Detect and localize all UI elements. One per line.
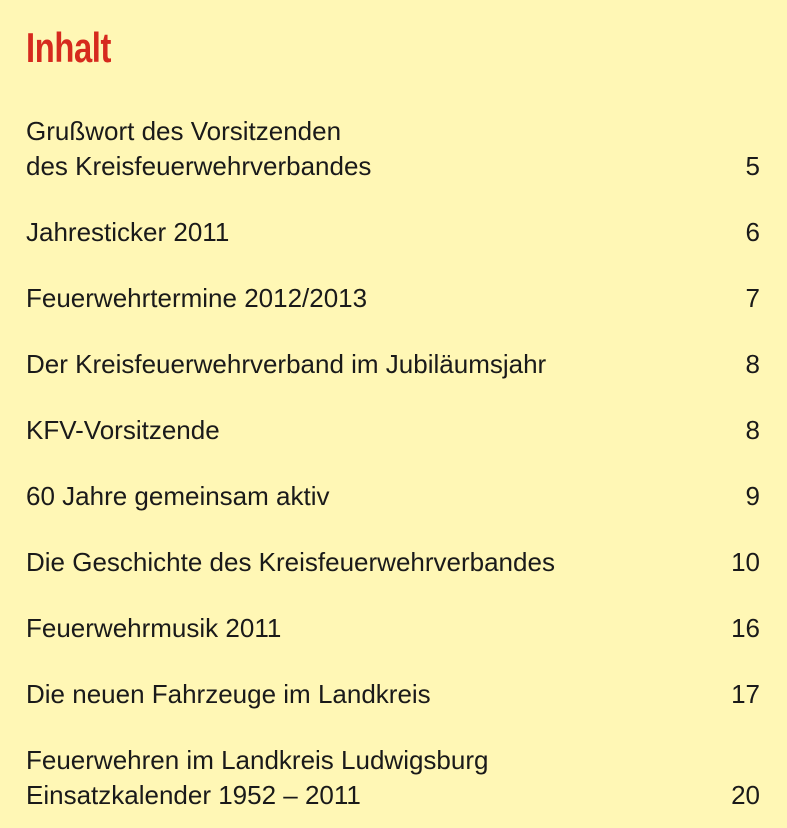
- entry-title: Einsatzkalender 1952 – 2011: [26, 780, 361, 810]
- entry-title: KFV-Vorsitzende: [26, 415, 220, 445]
- entry-title: Der Kreisfeuerwehrverband im Jubiläumsja…: [26, 349, 547, 379]
- entry-title: Jahresticker 2011: [26, 217, 230, 247]
- page-number: 16: [731, 613, 760, 643]
- page-number: 8: [745, 349, 760, 379]
- title: Inhalt: [26, 24, 112, 71]
- page-number: 7: [745, 283, 760, 313]
- entry-title: Feuerwehrtermine 2012/2013: [26, 283, 368, 313]
- entry-title: Feuerwehren im Landkreis Ludwigsburg: [26, 745, 489, 775]
- page-number: 17: [731, 679, 760, 709]
- entry-title: Feuerwehrmusik 2011: [26, 613, 282, 643]
- entry-title: 60 Jahre gemeinsam aktiv: [26, 481, 330, 511]
- entry-title: Die neuen Fahrzeuge im Landkreis: [26, 679, 431, 709]
- page-number: 20: [731, 780, 760, 810]
- page-number: 8: [745, 415, 760, 445]
- page-number: 9: [745, 481, 760, 511]
- entry-title: Die Geschichte des Kreisfeuerwehrverband…: [26, 547, 555, 577]
- page-number: 10: [731, 547, 760, 577]
- entry-title: des Kreisfeuerwehrverbandes: [26, 151, 372, 181]
- page-number: 5: [745, 151, 760, 181]
- entry-title: Grußwort des Vorsitzenden: [26, 116, 342, 146]
- page-number: 6: [745, 217, 760, 247]
